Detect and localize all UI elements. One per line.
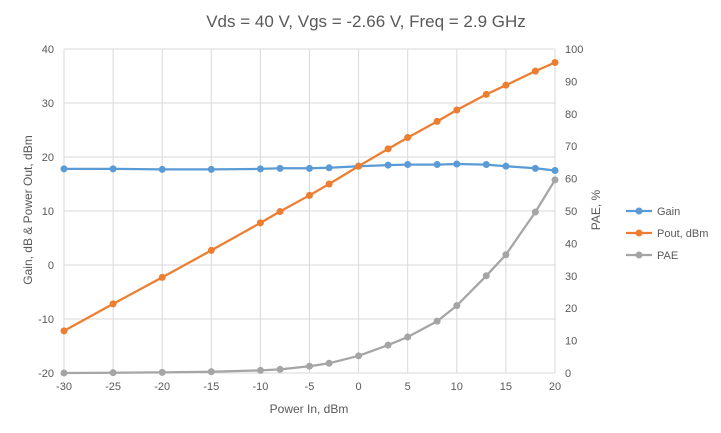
legend-label: Pout, dBm bbox=[657, 228, 708, 240]
chart-title: Vds = 40 V, Vgs = -2.66 V, Freq = 2.9 GH… bbox=[206, 12, 526, 31]
y-tick-label: 20 bbox=[42, 152, 54, 164]
data-point bbox=[306, 362, 313, 370]
data-point bbox=[109, 300, 117, 308]
grid-layer bbox=[63, 48, 556, 374]
data-point bbox=[306, 164, 313, 172]
y-tick-label: 0 bbox=[48, 260, 54, 272]
data-point bbox=[109, 165, 117, 173]
data-point bbox=[433, 161, 441, 169]
y2-tick-label: 10 bbox=[565, 336, 577, 348]
data-point bbox=[404, 333, 412, 341]
data-point bbox=[325, 164, 333, 172]
y-tick-label: 30 bbox=[42, 98, 54, 110]
y2-tick-label: 90 bbox=[565, 76, 577, 88]
data-point bbox=[502, 162, 510, 170]
data-point bbox=[531, 208, 539, 216]
data-point bbox=[453, 160, 461, 168]
x-tick-label: 10 bbox=[451, 381, 463, 393]
y-tick-label: 40 bbox=[42, 44, 54, 56]
data-point bbox=[531, 164, 539, 172]
y2-tick-label: 20 bbox=[565, 303, 577, 315]
legend: Gain Pout, dBm PAE bbox=[626, 206, 708, 262]
y2-tick-label: 60 bbox=[565, 174, 577, 186]
data-point bbox=[325, 359, 333, 367]
x-tick-label: -25 bbox=[105, 381, 121, 393]
y2-tick-label: 70 bbox=[565, 141, 577, 153]
y2-tick-label: 100 bbox=[565, 44, 583, 56]
data-point bbox=[531, 67, 539, 75]
x-tick-label: -15 bbox=[203, 381, 219, 393]
x-tick-label: -30 bbox=[56, 381, 72, 393]
y2-axis-title: PAE, % bbox=[589, 189, 603, 230]
data-point bbox=[158, 273, 166, 281]
data-point bbox=[551, 167, 559, 174]
data-point bbox=[551, 59, 559, 66]
data-point bbox=[158, 368, 166, 376]
y2-tick-label: 0 bbox=[565, 368, 571, 380]
legend-marker bbox=[635, 251, 643, 259]
data-point bbox=[384, 145, 392, 153]
data-point bbox=[453, 106, 461, 114]
data-point bbox=[404, 161, 412, 169]
data-point bbox=[109, 369, 117, 377]
data-point bbox=[453, 302, 461, 310]
x-tick-label: 5 bbox=[405, 381, 411, 393]
data-point bbox=[384, 341, 392, 349]
data-point bbox=[256, 165, 264, 173]
y-tick-label: 10 bbox=[42, 206, 54, 218]
data-point bbox=[276, 164, 284, 172]
data-point bbox=[158, 165, 166, 173]
data-point bbox=[207, 165, 215, 173]
data-point bbox=[276, 365, 284, 373]
y2-tick-label: 80 bbox=[565, 109, 577, 121]
data-point bbox=[482, 161, 490, 169]
legend-label: PAE bbox=[657, 250, 678, 262]
data-point bbox=[256, 366, 264, 374]
x-tick-label: 0 bbox=[356, 381, 362, 393]
data-point bbox=[482, 272, 490, 280]
data-point bbox=[502, 81, 510, 89]
data-point bbox=[60, 369, 68, 377]
data-point bbox=[404, 134, 412, 142]
data-point bbox=[207, 368, 215, 376]
data-point bbox=[207, 246, 215, 254]
data-point bbox=[433, 117, 441, 125]
data-point bbox=[276, 208, 284, 216]
legend-label: Gain bbox=[657, 206, 680, 218]
x-axis-title: Power In, dBm bbox=[270, 402, 349, 416]
x-tick-label: -5 bbox=[305, 381, 315, 393]
data-point bbox=[384, 161, 392, 169]
legend-marker bbox=[635, 229, 643, 237]
series-layer bbox=[60, 59, 559, 377]
y-tick-label: -10 bbox=[38, 314, 54, 326]
y-tick-label: -20 bbox=[38, 368, 54, 380]
data-point bbox=[355, 352, 363, 360]
legend-marker bbox=[635, 207, 643, 215]
y-axis-title: Gain, dB & Power Out, dBm bbox=[21, 135, 35, 284]
data-point bbox=[256, 219, 264, 227]
x-tick-label: 20 bbox=[549, 381, 561, 393]
y2-tick-label: 40 bbox=[565, 238, 577, 250]
data-point bbox=[482, 90, 490, 98]
data-point bbox=[551, 176, 559, 184]
x-tick-label: 15 bbox=[500, 381, 512, 393]
data-point bbox=[60, 165, 68, 173]
data-point bbox=[355, 162, 363, 170]
y2-tick-label: 30 bbox=[565, 271, 577, 283]
data-point bbox=[502, 251, 510, 259]
y2-tick-label: 50 bbox=[565, 206, 577, 218]
data-point bbox=[60, 327, 68, 335]
data-point bbox=[325, 180, 333, 188]
x-tick-label: -20 bbox=[154, 381, 170, 393]
x-tick-label: -10 bbox=[252, 381, 268, 393]
data-point bbox=[306, 191, 313, 199]
data-point bbox=[433, 317, 441, 325]
axis-layer: -20 -10 0 10 20 30 40 -30 -25 -20 -15 -10 -5 0 5 10 15 20… bbox=[38, 44, 583, 393]
